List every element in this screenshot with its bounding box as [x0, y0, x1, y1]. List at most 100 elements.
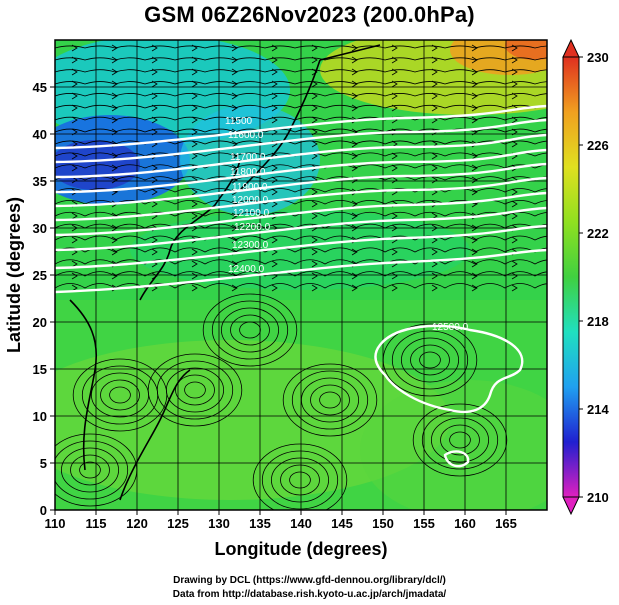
geopotential-contours — [55, 104, 547, 468]
streamline-arrow — [271, 284, 278, 292]
streamline-arrow — [231, 260, 238, 268]
streamline-arrow — [311, 236, 318, 244]
streamline-swirl — [391, 330, 469, 390]
streamline-arrow — [471, 176, 478, 184]
contour-labels: 11500 11600.0 11700.0 11800.0 11900.0 12000.0… — [225, 116, 469, 333]
x-tick-label-140: 140 — [290, 516, 312, 531]
streamline-arrow — [71, 116, 78, 124]
streamline-arrow — [351, 92, 358, 100]
y-tick-label-25: 25 — [33, 268, 47, 283]
streamline-arrow — [271, 56, 278, 64]
streamline-arrow — [311, 212, 318, 220]
streamline-swirl — [419, 351, 441, 369]
colorbar-label-226: 226 — [587, 138, 609, 153]
streamline-arrow — [311, 80, 318, 88]
streamline-arrow — [511, 236, 518, 244]
streamline-swirl — [202, 293, 298, 367]
colorbar-bottom-triangle — [562, 496, 580, 516]
contour-label-0: 11500 — [225, 116, 253, 127]
coastline-vietnam — [69, 299, 98, 471]
contour-label-1: 11600.0 — [228, 130, 264, 141]
y-tick-label-30: 30 — [33, 221, 47, 236]
streamline-arrow — [471, 80, 478, 88]
streamline-arrow — [431, 92, 438, 100]
y-axis-ticks: 0 5 10 15 20 25 30 35 40 45 — [33, 80, 55, 518]
x-tick-label-165: 165 — [495, 516, 517, 531]
streamline-arrow — [191, 212, 198, 220]
streamline-arrow — [151, 164, 158, 172]
streamline — [55, 104, 547, 109]
streamline-arrow — [471, 44, 478, 52]
x-axis-title: Longitude (degrees) — [214, 539, 387, 559]
streamline-arrow — [71, 260, 78, 268]
streamline-arrow — [431, 248, 438, 256]
y-axis-title: Latitude (degrees) — [4, 197, 24, 353]
streamline — [55, 188, 547, 193]
streamline-swirl — [230, 314, 270, 346]
streamline-swirl — [261, 450, 339, 510]
streamline-arrow — [471, 56, 478, 64]
streamline-swirl — [282, 363, 378, 437]
streamline-arrow — [391, 248, 398, 256]
streamline-arrow — [271, 92, 278, 100]
streamline-arrow — [311, 92, 318, 100]
streamline-arrow — [311, 56, 318, 64]
contour-line — [55, 133, 547, 179]
streamline-arrow — [71, 164, 78, 172]
streamline-swirl — [100, 379, 140, 411]
contour-small — [443, 450, 470, 468]
shading-yellow-green — [55, 340, 450, 500]
colorbar-label-230: 230 — [587, 50, 609, 65]
contour-label-9: 12400.0 — [228, 264, 265, 275]
contour-line — [55, 206, 547, 252]
streamline-arrow — [191, 152, 198, 160]
streamline — [55, 128, 547, 133]
credit-drawing: Drawing by DCL (https://www.gfd-dennou.o… — [173, 575, 446, 586]
streamline — [55, 57, 547, 61]
streamline-arrow — [391, 56, 398, 64]
streamline-arrow — [311, 260, 318, 268]
streamline-swirl — [449, 431, 471, 449]
streamline — [55, 164, 547, 169]
streamline-arrow — [191, 284, 198, 292]
streamline-arrow — [351, 104, 358, 112]
streamline-arrow — [71, 176, 78, 184]
streamline-arrow — [431, 164, 438, 172]
streamline-arrow — [231, 68, 238, 76]
streamline — [55, 45, 547, 49]
y-tick-label-10: 10 — [33, 409, 47, 424]
streamline-arrow — [271, 188, 278, 196]
streamline-arrow — [271, 200, 278, 208]
streamline-arrow — [351, 56, 358, 64]
streamline-arrow — [271, 80, 278, 88]
streamline-swirl — [289, 471, 311, 489]
streamline-arrow — [271, 68, 278, 76]
streamline-arrow — [431, 272, 438, 280]
streamline-arrow — [271, 176, 278, 184]
streamline-arrow — [191, 260, 198, 268]
streamline-arrow — [471, 152, 478, 160]
streamline-swirl — [430, 417, 489, 463]
streamline-arrow — [71, 56, 78, 64]
y-tick-label-40: 40 — [33, 127, 47, 142]
streamline-arrow — [351, 164, 358, 172]
streamline-arrow — [351, 284, 358, 292]
streamline-arrow — [71, 68, 78, 76]
x-tick-label-110: 110 — [45, 516, 66, 531]
colorbar-top-triangle — [562, 38, 580, 58]
contour-high — [374, 324, 524, 414]
streamline-arrow — [431, 44, 438, 52]
streamline-swirl — [412, 403, 508, 477]
x-axis-ticks: 110 115 120 125 130 135 140 145 150 155 160 165 — [45, 510, 517, 531]
streamline-arrow — [111, 68, 118, 76]
contour-label-2: 11700.0 — [230, 152, 266, 163]
streamline-arrow — [151, 68, 158, 76]
streamline-arrow — [271, 164, 278, 172]
streamline-arrow — [151, 236, 158, 244]
streamline-arrow — [391, 152, 398, 160]
streamline-arrow — [151, 44, 158, 52]
streamline-swirl — [400, 337, 459, 383]
colorbar-labels: 230 226 222 218 214 210 — [579, 50, 609, 505]
streamline-arrow — [471, 188, 478, 196]
